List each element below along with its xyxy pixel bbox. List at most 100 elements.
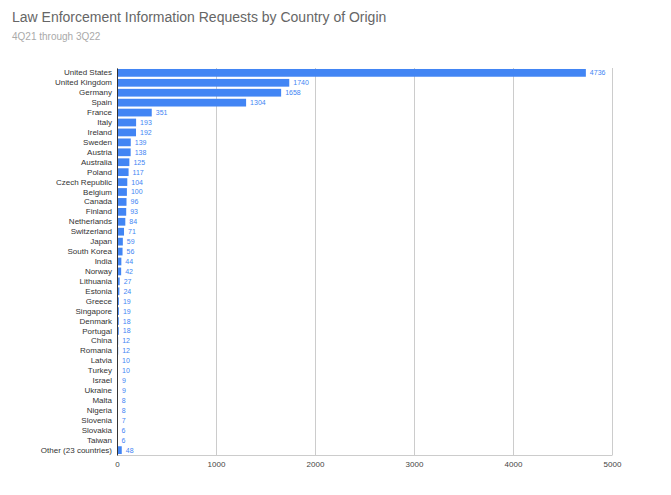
tick: Canada [84,197,117,206]
data-label: 125 [133,159,145,166]
category-label: Germany [79,88,112,97]
tick-label: 5000 [604,460,622,469]
data-label: 104 [131,179,143,186]
bar [117,69,586,77]
data-label: 42 [125,268,133,275]
bar [117,208,126,216]
bar [117,188,127,196]
tick: India [95,257,117,266]
data-labels: 4736174016581304351193192139138125117104… [122,69,606,453]
grid-line [513,68,514,455]
category-label: Taiwan [87,436,112,445]
tick: Other (23 countries) [41,446,117,455]
tick: Turkey [88,366,117,375]
category-label: Japan [90,237,112,246]
tick: Romania [80,346,117,355]
data-label: 117 [133,169,144,176]
bar [117,138,131,146]
data-label: 1740 [293,79,309,86]
category-label: Belgium [83,188,112,197]
category-label: Czech Republic [56,178,112,187]
category-label: Malta [92,396,112,405]
plot: 0 1000 2000 3000 4000 5000 United StatesUnited… [41,68,622,469]
category-label: Slovenia [81,416,112,425]
tick: France [87,108,117,117]
tick: 3000 [406,68,424,469]
tick: Switzerland [71,227,117,236]
bar [117,218,125,226]
tick: Norway [85,267,117,276]
data-label: 24 [123,288,131,295]
data-label: 100 [131,188,143,195]
tick: Austria [87,148,117,157]
tick: Nigeria [87,406,117,415]
category-label: Italy [97,118,112,127]
bar [117,198,127,206]
category-label: Canada [84,197,113,206]
tick: Poland [87,168,117,177]
data-label: 19 [123,298,131,305]
tick: Netherlands [69,217,117,226]
bar [117,89,281,97]
tick: Singapore [76,307,117,316]
tick: 4000 [505,68,523,469]
category-label: Slovakia [82,426,113,435]
category-label: United States [64,68,112,77]
category-label: Sweden [83,138,112,147]
category-label: Netherlands [69,217,112,226]
tick-label: 1000 [208,460,226,469]
data-label: 9 [122,387,126,394]
category-label: Switzerland [71,227,112,236]
category-label: China [91,336,112,345]
tick: Belgium [83,188,117,197]
category-label: France [87,108,112,117]
tick: Ukraine [84,386,117,395]
bar [117,109,152,117]
data-label: 138 [135,149,147,156]
bar [117,148,131,156]
tick: 1000 [208,68,226,469]
tick: Sweden [83,138,117,147]
background [0,0,671,495]
x-axis: 0 1000 2000 3000 4000 5000 [115,68,622,469]
tick-label: 0 [115,460,120,469]
category-label: Turkey [88,366,112,375]
bar [117,119,136,127]
data-label: 1304 [250,99,266,106]
y-axis: United StatesUnited KingdomGermanySpainF… [41,68,118,455]
tick-label: 2000 [307,460,325,469]
data-label: 71 [128,228,136,235]
data-label: 18 [123,318,131,325]
category-label: Estonia [85,287,112,296]
bar [117,129,136,137]
tick: Malta [92,396,117,405]
category-label: Finland [86,207,112,216]
tick: Denmark [80,317,117,326]
data-label: 12 [122,347,130,354]
category-label: India [95,257,113,266]
tick: Taiwan [87,436,117,445]
data-label: 6 [122,427,126,434]
data-label: 27 [124,278,132,285]
data-label: 84 [129,218,137,225]
tick: Ireland [88,128,117,137]
category-label: Austria [87,148,112,157]
data-label: 1658 [285,89,301,96]
tick: Australia [81,158,117,167]
data-label: 44 [125,258,133,265]
category-label: Singapore [76,307,113,316]
category-label: Other (23 countries) [41,446,112,455]
chart: Law Enforcement Information Requests by … [0,0,671,495]
grid-line [612,68,613,455]
data-label: 10 [122,357,130,364]
tick: United Kingdom [55,78,117,87]
data-label: 7 [122,417,126,424]
data-label: 8 [122,397,126,404]
data-label: 6 [122,437,126,444]
data-label: 8 [122,407,126,414]
bar [117,168,129,176]
category-label: Portugal [82,327,112,336]
data-label: 4736 [590,69,606,76]
bar [117,178,127,186]
grid-line [216,68,217,455]
